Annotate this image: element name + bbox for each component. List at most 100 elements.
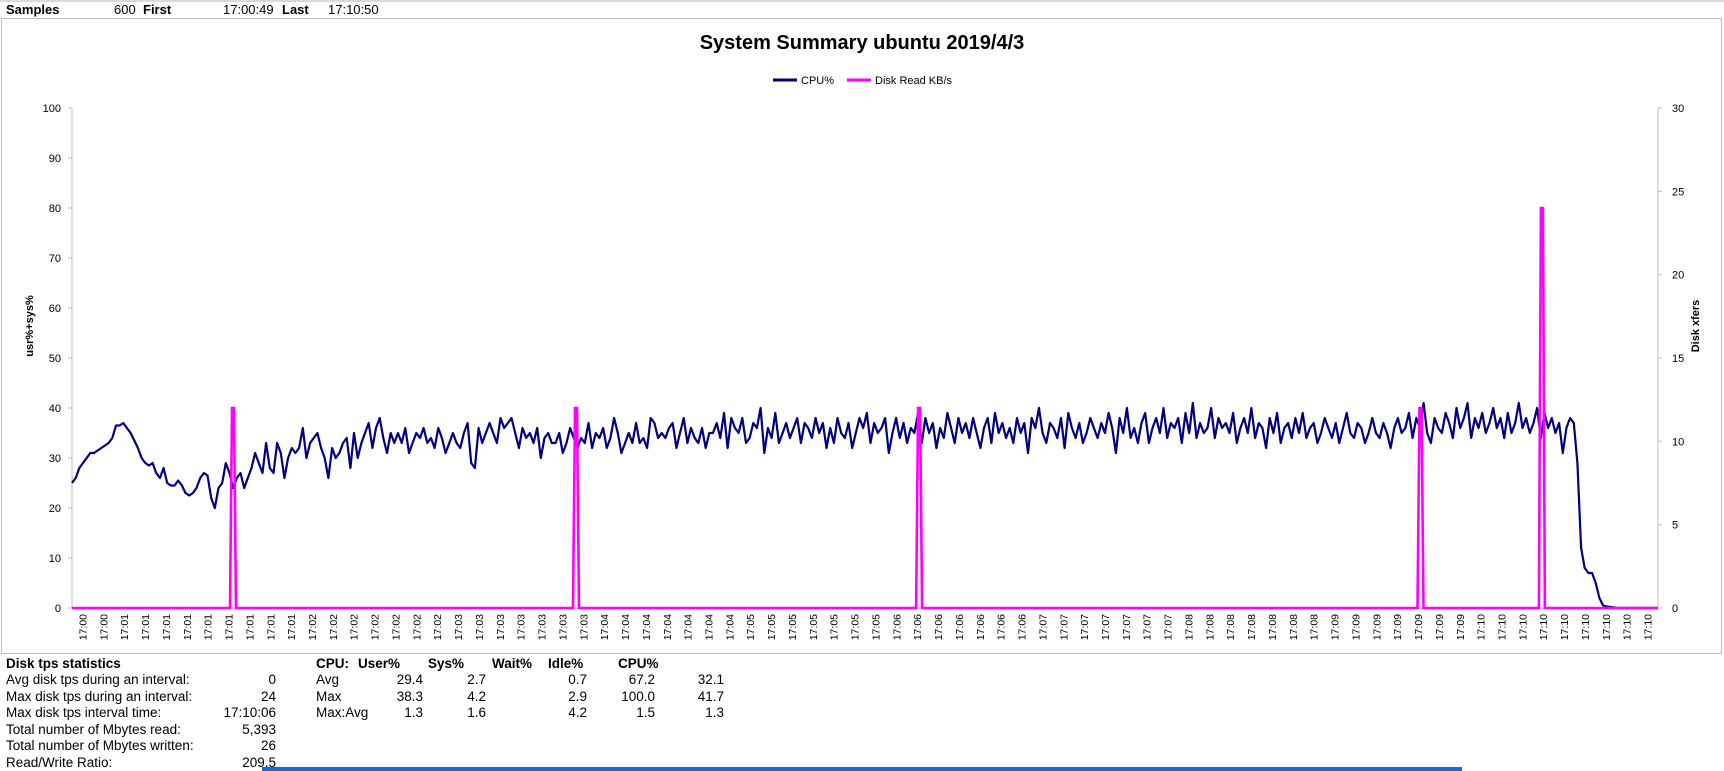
cpu-stat-value: 38.3 [396, 688, 423, 704]
x-tick-label: 17:04 [662, 614, 674, 640]
x-tick-label: 17:04 [641, 614, 653, 640]
disk-read-series-line [72, 206, 1658, 610]
cpu-stat-value: 1.3 [705, 705, 724, 720]
cpu-stat-header: CPU: [316, 656, 349, 671]
disk-stat-value: 26 [260, 738, 276, 753]
y2-tick-label: 30 [1672, 103, 1684, 115]
x-tick-label: 17:09 [1330, 614, 1342, 640]
x-tick-label: 17:02 [349, 614, 361, 640]
x-tick-label: 17:03 [453, 614, 465, 640]
x-tick-label: 17:09 [1392, 614, 1404, 640]
chart-title: System Summary ubuntu 2019/4/3 [700, 32, 1025, 54]
cpu-stat-value: 100.0 [621, 688, 655, 704]
disk-stats-heading: Disk tps statistics [6, 656, 121, 671]
disk-stat-value: 5,393 [242, 721, 276, 737]
y2-tick-label: 10 [1672, 436, 1684, 448]
last-value: 17:10:50 [328, 2, 379, 17]
y2-tick-label: 0 [1672, 603, 1678, 615]
cpu-stat-value: 32.1 [697, 672, 724, 687]
cpu-stat-value: 4.2 [568, 705, 587, 720]
x-tick-label: 17:01 [286, 614, 298, 640]
x-tick-label: 17:07 [1079, 614, 1091, 640]
x-tick-label: 17:10 [1622, 614, 1634, 640]
x-tick-label: 17:06 [996, 614, 1008, 640]
x-tick-label: 17:01 [265, 614, 277, 640]
y-tick-label: 60 [49, 303, 61, 315]
x-tick-label: 17:02 [328, 614, 340, 640]
x-tick-label: 17:09 [1350, 614, 1362, 640]
x-tick-label: 17:05 [787, 614, 799, 640]
x-tick-label: 17:02 [307, 614, 319, 640]
x-tick-label: 17:04 [599, 614, 611, 640]
x-tick-label: 17:07 [1100, 614, 1112, 640]
x-tick-label: 17:04 [724, 614, 736, 640]
chart-area[interactable]: System Summary ubuntu 2019/4/3 CPU% Disk … [1, 18, 1722, 654]
x-tick-label: 17:10 [1643, 614, 1655, 640]
x-tick-label: 17:03 [578, 614, 590, 640]
y-tick-label: 0 [55, 603, 61, 615]
x-tick-label: 17:03 [557, 614, 569, 640]
x-tick-label: 17:04 [620, 614, 632, 640]
x-tick-label: 17:09 [1371, 614, 1383, 640]
cpu-stat-header: Wait% [492, 656, 532, 671]
samples-label: Samples [6, 2, 60, 17]
y2-tick-label: 25 [1672, 186, 1684, 198]
y-tick-label: 30 [49, 453, 61, 465]
x-tick-label: 17:01 [119, 614, 131, 640]
disk-stat-label: Read/Write Ratio: [6, 754, 113, 770]
cpu-stat-header: CPU% [618, 656, 659, 671]
x-tick-label: 17:10 [1538, 614, 1550, 640]
x-tick-label: 17:01 [244, 614, 256, 640]
x-tick-label: 17:08 [1267, 614, 1279, 640]
x-tick-label: 17:06 [891, 614, 903, 640]
chart-series [71, 206, 1658, 610]
x-tick-label: 17:10 [1559, 614, 1571, 640]
x-tick-label: 17:07 [1142, 614, 1154, 640]
y2-tick-label: 20 [1672, 270, 1684, 282]
cpu-stat-row-label: Max [316, 688, 342, 704]
y-axis-label: usr%+sys% [24, 295, 36, 357]
x-tick-label: 17:08 [1204, 614, 1216, 640]
selection-scroll-indicator [262, 767, 1462, 771]
x-tick-label: 17:08 [1225, 614, 1237, 640]
chart-legend: CPU% Disk Read KB/s [773, 75, 953, 87]
disk-stat-label: Total number of Mbytes written: [6, 738, 194, 753]
first-value: 17:00:49 [223, 2, 274, 17]
disk-stat-value: 209.5 [242, 754, 276, 770]
x-tick-label: 17:04 [683, 614, 695, 640]
x-tick-label: 17:08 [1309, 614, 1321, 640]
y-tick-label: 40 [49, 403, 61, 415]
first-label: First [143, 2, 172, 17]
y-tick-label: 10 [49, 553, 61, 565]
column-header-strip [0, 0, 1724, 2]
cpu-stat-value: 1.5 [636, 705, 655, 720]
cpu-stat-header: Sys% [428, 656, 465, 671]
legend-label: CPU% [801, 75, 834, 87]
x-tick-label: 17:03 [537, 614, 549, 640]
disk-stat-label: Avg disk tps during an interval: [6, 672, 190, 687]
legend-label: Disk Read KB/s [875, 75, 953, 87]
cpu-stat-header: User% [358, 656, 401, 671]
disk-stat-value: 0 [268, 672, 276, 687]
x-tick-label: 17:10 [1476, 614, 1488, 640]
y2-tick-label: 5 [1672, 520, 1678, 532]
x-tick-label: 17:03 [516, 614, 528, 640]
x-tick-label: 17:01 [224, 614, 236, 640]
x-tick-label: 17:05 [745, 614, 757, 640]
x-tick-label: 17:02 [370, 614, 382, 640]
y-tick-label: 90 [49, 153, 61, 165]
y2-axis-label: Disk xfers [1690, 300, 1702, 353]
cpu-stat-value: 2.9 [568, 688, 587, 704]
cpu-stat-value: 0.7 [568, 672, 587, 687]
disk-stat-value: 17:10:06 [223, 705, 276, 720]
x-tick-label: 17:10 [1517, 614, 1529, 640]
cpu-stat-value: 67.2 [628, 672, 655, 687]
cpu-stat-header: Idle% [548, 656, 584, 671]
x-tick-label: 17:02 [411, 614, 423, 640]
y-tick-label: 70 [49, 253, 61, 265]
x-tick-label: 17:00 [98, 614, 110, 640]
cpu-stat-value: 41.7 [697, 688, 724, 704]
x-tick-label: 17:07 [1163, 614, 1175, 640]
cpu-series-line [71, 401, 1658, 610]
x-tick-label: 17:01 [203, 614, 215, 640]
